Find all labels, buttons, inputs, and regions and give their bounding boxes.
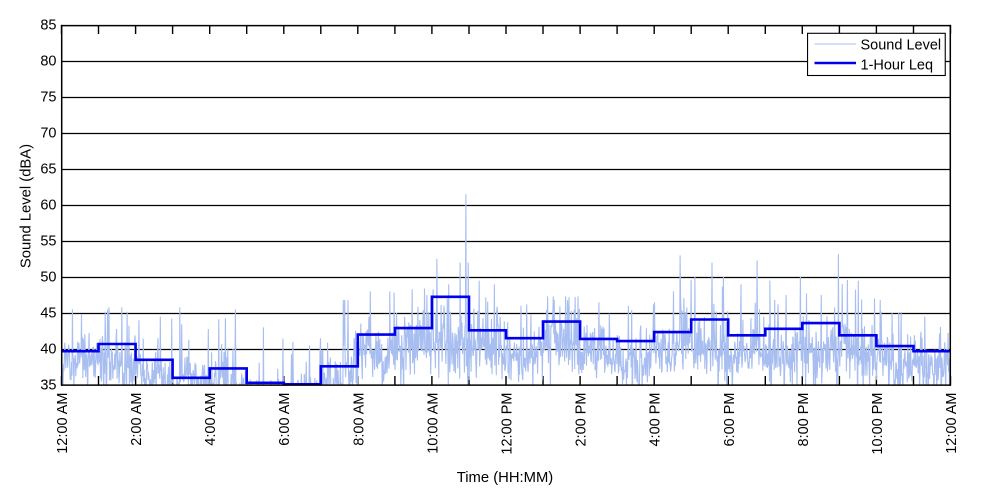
svg-text:40: 40 (40, 342, 56, 358)
svg-text:2:00 AM: 2:00 AM (129, 393, 145, 446)
svg-text:10:00 AM: 10:00 AM (425, 393, 441, 454)
svg-text:45: 45 (40, 306, 56, 322)
svg-text:8:00 PM: 8:00 PM (796, 393, 812, 447)
svg-text:12:00 AM: 12:00 AM (55, 393, 71, 454)
svg-text:1-Hour Leq: 1-Hour Leq (861, 57, 934, 73)
svg-text:85: 85 (40, 18, 56, 34)
svg-text:12:00 AM: 12:00 AM (944, 393, 960, 454)
svg-text:70: 70 (40, 126, 56, 142)
svg-text:6:00 AM: 6:00 AM (277, 393, 293, 446)
svg-text:55: 55 (40, 234, 56, 250)
svg-text:65: 65 (40, 162, 56, 178)
svg-text:2:00 PM: 2:00 PM (574, 393, 590, 447)
svg-text:Sound Level (dBA): Sound Level (dBA) (19, 144, 35, 268)
svg-text:75: 75 (40, 90, 56, 106)
svg-text:12:00 PM: 12:00 PM (500, 393, 516, 455)
svg-text:4:00 AM: 4:00 AM (203, 393, 219, 446)
svg-text:10:00 PM: 10:00 PM (870, 393, 886, 455)
svg-text:Time (HH:MM): Time (HH:MM) (457, 470, 554, 486)
svg-text:60: 60 (40, 198, 56, 214)
svg-text:50: 50 (40, 270, 56, 286)
svg-text:4:00 PM: 4:00 PM (648, 393, 664, 447)
svg-text:35: 35 (40, 378, 56, 394)
svg-text:8:00 AM: 8:00 AM (351, 393, 367, 446)
svg-text:80: 80 (40, 54, 56, 70)
svg-text:6:00 PM: 6:00 PM (722, 393, 738, 447)
svg-text:Sound Level: Sound Level (861, 38, 942, 54)
